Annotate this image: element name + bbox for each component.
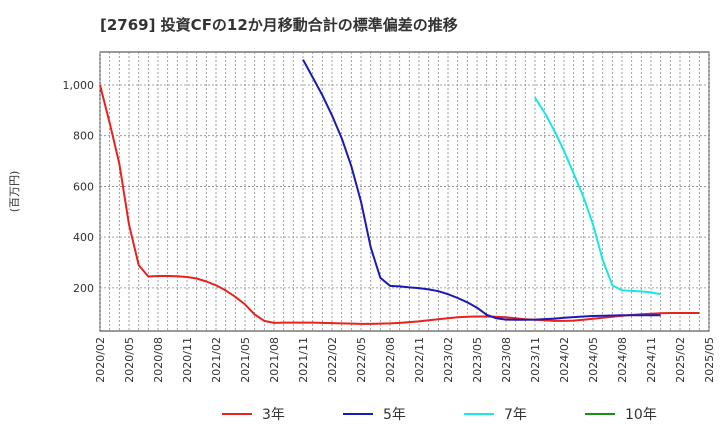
x-tick-label: 2022/02 [326,337,339,383]
x-tick-label: 2023/08 [500,337,513,383]
x-tick-label: 2021/02 [210,337,223,383]
y-tick-label: 1,000 [63,79,95,92]
x-tick-label: 2021/11 [297,337,310,383]
x-tick-label: 2024/11 [645,337,658,383]
y-tick-label: 800 [73,130,94,143]
x-tick-label: 2023/02 [442,337,455,383]
x-tick-label: 2025/02 [674,337,687,383]
y-tick-label: 400 [73,231,94,244]
y-tick-label: 200 [73,282,94,295]
x-tick-label: 2023/11 [529,337,542,383]
x-tick-label: 2020/05 [123,337,136,383]
x-tick-label: 2023/05 [471,337,484,383]
series-layer [99,59,700,325]
y-axis-label: (百万円) [8,171,21,213]
legend-label: 10年 [625,407,657,423]
legend-label: 5年 [383,407,406,423]
x-tick-label: 2025/05 [703,337,716,383]
x-tick-label: 2021/08 [268,337,281,383]
x-tick-label: 2020/02 [94,337,107,383]
x-tick-label: 2020/08 [152,337,165,383]
chart-title: [2769] 投資CFの12か月移動合計の標準偏差の推移 [100,16,458,34]
x-tick-label: 2022/08 [384,337,397,383]
axes: 200 400 600 800 1,000 2020/02 2020/05 2020/08 20… [63,79,717,383]
x-tick-label: 2024/08 [616,337,629,383]
x-tick-label: 2021/05 [239,337,252,383]
x-tick-label: 2020/11 [181,337,194,383]
legend-label: 3年 [262,407,285,423]
x-tick-label: 2024/05 [587,337,600,383]
legend: 3年 5年 7年 10年 [222,407,657,423]
y-tick-label: 600 [73,180,94,193]
grid-lines [99,52,710,331]
series-line-5年 [302,59,661,321]
legend-label: 7年 [504,407,527,423]
x-tick-label: 2022/05 [355,337,368,383]
series-line-3年 [99,84,700,325]
x-tick-label: 2024/02 [558,337,571,383]
x-tick-label: 2022/11 [413,337,426,383]
plot-area [99,51,710,332]
series-line-7年 [534,97,661,296]
